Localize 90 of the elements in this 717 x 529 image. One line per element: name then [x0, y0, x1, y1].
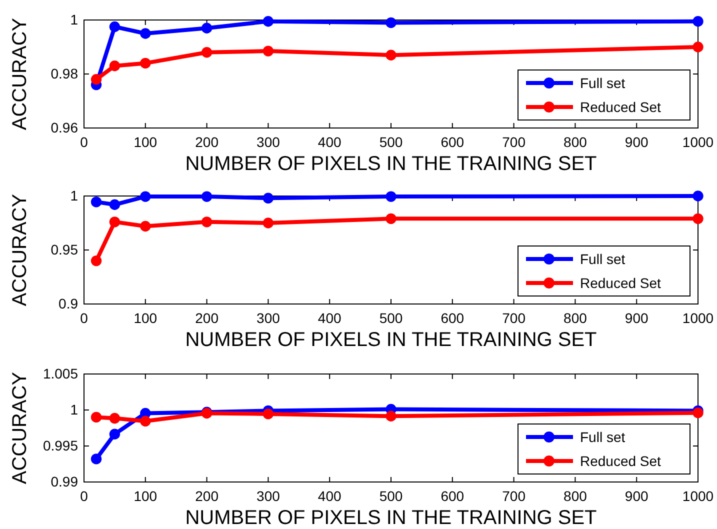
x-tick-label: 100 [134, 310, 158, 326]
x-tick-label: 200 [195, 488, 219, 504]
point [109, 412, 120, 424]
y-tick-label: 0.96 [50, 119, 78, 136]
point [109, 216, 120, 228]
x-tick-label: 600 [440, 488, 464, 504]
legend-label: Reduced Set [580, 453, 662, 469]
x-tick-label: 100 [134, 134, 158, 150]
x-tick-label: 600 [440, 310, 464, 326]
point [201, 191, 212, 202]
point [90, 255, 102, 266]
point [201, 47, 212, 58]
y-axis-title: ACCURACY [9, 18, 31, 130]
x-tick-label: 0 [80, 134, 88, 150]
x-tick-label: 700 [502, 488, 526, 504]
point [109, 428, 120, 440]
x-tick-label: 800 [564, 310, 588, 326]
point [140, 416, 151, 426]
x-tick-label: 400 [318, 310, 342, 326]
x-tick-label: 500 [379, 310, 403, 326]
point [140, 191, 151, 202]
point [386, 213, 396, 224]
x-tick-label: 800 [564, 134, 588, 150]
x-tick-label: 1000 [682, 488, 714, 504]
x-tick-label: 700 [502, 134, 526, 150]
point [140, 28, 151, 39]
x-tick-label: 300 [256, 134, 280, 150]
x-tick-label: 700 [502, 310, 526, 326]
point [386, 17, 396, 28]
x-tick-label: 0 [80, 310, 88, 326]
x-tick-label: 1000 [682, 310, 714, 326]
point [201, 22, 212, 34]
y-tick-label: 1 [70, 187, 78, 204]
legend-label: Reduced Set [580, 99, 662, 115]
point [90, 454, 102, 464]
point [140, 58, 151, 69]
y-tick-label: 1.005 [42, 365, 78, 382]
x-tick-label: 300 [256, 310, 280, 326]
x-tick-label: 900 [624, 488, 648, 504]
point [109, 60, 120, 72]
point [109, 21, 120, 32]
y-tick-label: 0.98 [50, 65, 78, 82]
x-tick-label: 1000 [682, 134, 714, 150]
legend-label: Full set [580, 429, 626, 445]
point [262, 408, 274, 420]
point [90, 196, 102, 208]
y-tick-label: 0.995 [42, 437, 78, 454]
point [692, 213, 704, 224]
point [201, 216, 212, 228]
point [90, 74, 102, 85]
point [386, 191, 396, 202]
x-tick-label: 200 [195, 134, 219, 150]
point [386, 410, 396, 422]
y-tick-label: 0.9 [58, 295, 78, 312]
x-tick-label: 900 [624, 310, 648, 326]
point [692, 408, 704, 418]
x-tick-label: 400 [318, 134, 342, 150]
point [692, 190, 704, 202]
point [109, 199, 120, 210]
x-axis-title: NUMBER OF PIXELS IN THE TRAINING SET [185, 507, 597, 529]
x-tick-label: 600 [440, 134, 464, 150]
point [692, 42, 704, 52]
point [262, 218, 274, 228]
x-tick-label: 500 [379, 488, 403, 504]
y-tick-label: 1 [70, 11, 78, 28]
legend-label: Full set [580, 251, 626, 267]
x-axis-title: NUMBER OF PIXELS IN THE TRAINING SET [185, 153, 597, 175]
point [692, 16, 704, 27]
y-axis-title: ACCURACY [9, 194, 31, 306]
x-tick-label: 900 [624, 134, 648, 150]
x-tick-label: 100 [134, 488, 158, 504]
point [140, 220, 151, 232]
y-tick-label: 0.95 [50, 241, 78, 258]
y-axis-title: ACCURACY [9, 372, 31, 484]
point [386, 50, 396, 60]
x-tick-label: 800 [564, 488, 588, 504]
point [262, 192, 274, 204]
x-tick-label: 300 [256, 488, 280, 504]
y-tick-label: 0.99 [50, 473, 78, 490]
x-axis-title: NUMBER OF PIXELS IN THE TRAINING SET [185, 329, 597, 351]
point [262, 16, 274, 27]
x-tick-label: 500 [379, 134, 403, 150]
point [90, 412, 102, 423]
x-tick-label: 0 [80, 488, 88, 504]
point [262, 46, 274, 56]
legend-label: Full set [580, 75, 626, 91]
y-tick-label: 1 [70, 401, 78, 418]
x-tick-label: 200 [195, 310, 219, 326]
legend-label: Reduced Set [580, 275, 662, 291]
x-tick-label: 400 [318, 488, 342, 504]
